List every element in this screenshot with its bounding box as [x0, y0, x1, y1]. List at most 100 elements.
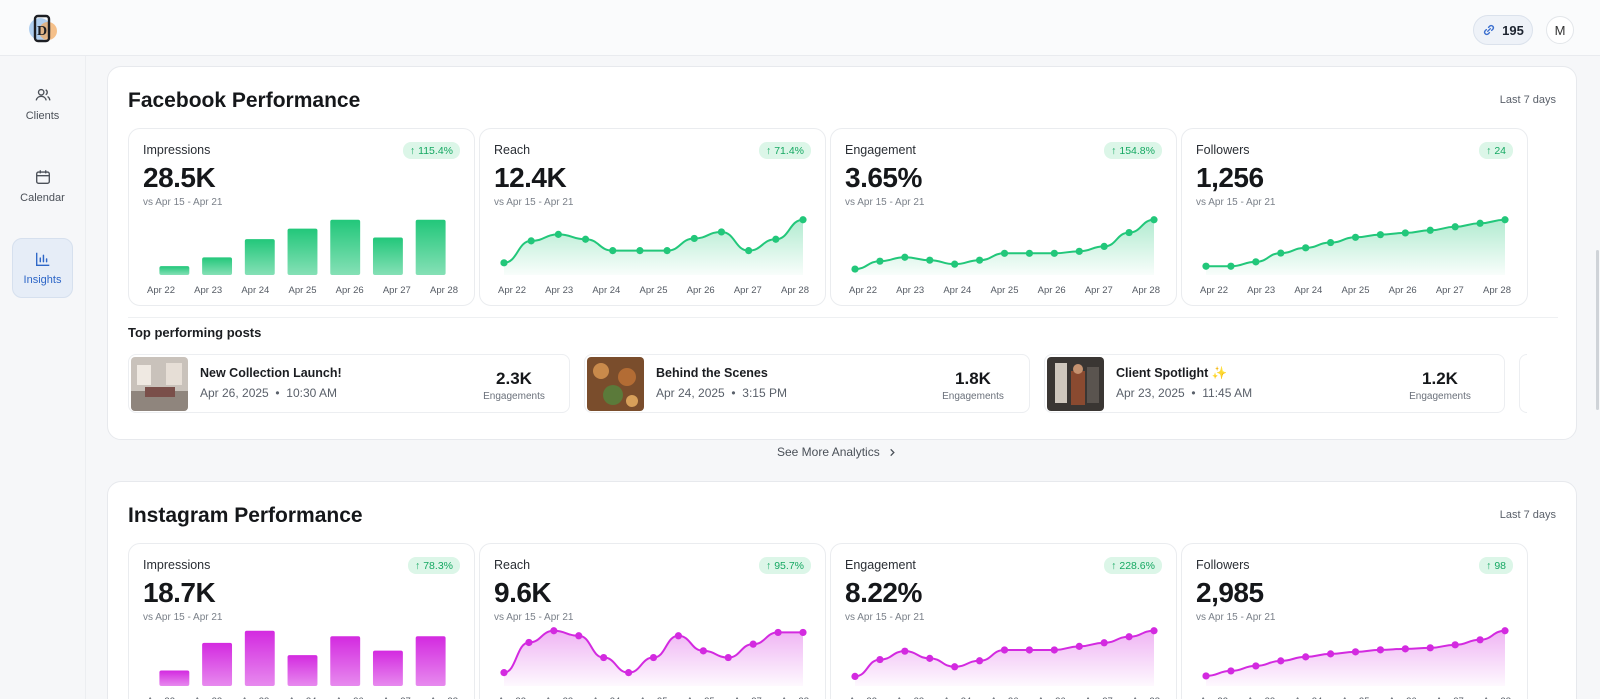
data-point: [1050, 646, 1058, 654]
x-tick-label: Apr 25: [687, 696, 715, 699]
x-tick-label: Apr 23: [241, 696, 269, 699]
area-fill: [855, 630, 1154, 686]
change-badge: ↑ 228.6%: [1104, 557, 1162, 574]
data-point: [901, 253, 909, 261]
card-compare: vs Apr 15 - Apr 21: [1196, 612, 1276, 623]
facebook-followers-card[interactable]: Followers ↑ 24 1,256 vs Apr 15 - Apr 21 A…: [1181, 128, 1528, 306]
card-label: Followers: [1196, 558, 1250, 572]
post-card[interactable]: Behind the Scenes Apr 24, 2025 • 3:15 PM…: [584, 354, 1030, 413]
x-tick-label: Apr 25: [289, 285, 317, 296]
card-compare: vs Apr 15 - Apr 21: [845, 612, 925, 623]
data-point: [926, 256, 934, 264]
data-point: [1351, 233, 1360, 241]
data-point: [1376, 646, 1385, 654]
facebook-engagement-card[interactable]: Engagement ↑ 154.8% 3.65% vs Apr 15 - Apr…: [830, 128, 1177, 306]
x-tick-label: Apr 28: [781, 285, 809, 296]
x-tick-label: Apr 26: [991, 696, 1019, 699]
sidebar-item-clients[interactable]: Clients: [12, 74, 73, 134]
data-point: [772, 235, 780, 243]
x-tick-label: Apr 28: [430, 696, 458, 699]
data-point: [1351, 648, 1360, 656]
instagram-engagement-card[interactable]: Engagement ↑ 228.6% 8.22% vs Apr 15 - Apr…: [830, 543, 1177, 699]
data-point: [851, 672, 859, 680]
x-tick-label: Apr 22: [194, 696, 222, 699]
instagram-reach-card[interactable]: Reach ↑95.7% 9.6K vs Apr 15 - Apr 21 Apr…: [479, 543, 826, 699]
data-point: [1501, 216, 1509, 224]
data-point: [851, 265, 859, 273]
x-tick-label: Apr 27: [1085, 696, 1113, 699]
link-icon: [1484, 24, 1495, 36]
x-tick-label: Apr 23: [194, 285, 222, 296]
x-tick-label: Apr 26: [1038, 285, 1066, 296]
data-point: [951, 663, 959, 671]
data-point: [1075, 642, 1083, 650]
user-avatar[interactable]: M: [1546, 16, 1574, 44]
data-point: [951, 260, 959, 268]
sidebar-item-label: Calendar: [20, 192, 65, 204]
post-engagement-label: Engagements: [942, 391, 1004, 402]
change-badge: ↑ 95.7%: [758, 557, 811, 574]
svg-text:D: D: [37, 24, 47, 39]
data-point: [663, 247, 671, 255]
instagram-impressions-card[interactable]: Impressions ↑ 78.3% 18.7K vs Apr 15 - Apr…: [128, 543, 475, 699]
x-tick-label: Apr 24: [241, 285, 269, 296]
divider: [128, 317, 1558, 318]
data-point: [1125, 633, 1133, 641]
change-badge: ↑ 78.3%: [407, 557, 460, 574]
sidebar-item-insights[interactable]: Insights: [12, 238, 73, 298]
data-point: [575, 632, 583, 640]
see-more-analytics-link[interactable]: See More Analytics: [777, 445, 897, 459]
facebook-reach-card[interactable]: Reach ↑ 71.4% 12.4K vs Apr 15 - Apr 21 Ap…: [479, 128, 826, 306]
data-point: [1277, 249, 1285, 257]
x-tick-label: Apr 23: [545, 696, 573, 699]
instagram-range[interactable]: Last 7 days: [1499, 509, 1556, 521]
change-badge: ↑ 24: [1479, 142, 1513, 159]
data-point: [1401, 645, 1409, 653]
sidebar-item-calendar[interactable]: Calendar: [12, 156, 73, 216]
instagram-followers-card[interactable]: Followers ↑98 2,985 vs Apr 15 - Apr 21 A…: [1181, 543, 1528, 699]
data-point: [1050, 249, 1058, 257]
x-tick-label: Apr 22: [147, 696, 175, 699]
area-fill: [504, 219, 803, 275]
card-label: Engagement: [845, 558, 916, 572]
data-point: [500, 669, 508, 677]
x-tick-label: Apr 25: [1342, 285, 1370, 296]
reach-chart: Apr 22 Apr 23 Apr 24 Apr 25 Apr 25 Apr 27 Apr …: [498, 627, 809, 699]
impressions-chart: Apr 22 Apr 22 Apr 23 Apr 24 Apr 26 Apr 27 Apr …: [147, 630, 458, 699]
x-tick-label: Apr 22: [1200, 696, 1228, 699]
data-point: [1252, 258, 1260, 266]
data-point: [1277, 657, 1285, 665]
card-compare: vs Apr 15 - Apr 21: [1196, 197, 1276, 208]
bar: [330, 219, 361, 275]
card-label: Impressions: [143, 143, 211, 157]
scrollbar-thumb[interactable]: [1596, 250, 1599, 410]
facebook-range[interactable]: Last 7 days: [1499, 94, 1556, 106]
x-tick-label: Apr 22: [849, 285, 877, 296]
bar: [372, 237, 403, 275]
post-engagement-value: 2.3K: [496, 369, 532, 388]
card-label: Engagement: [845, 143, 916, 157]
x-tick-label: Apr 26: [1038, 696, 1066, 699]
change-badge: ↑ 154.8%: [1104, 142, 1162, 159]
data-point: [699, 647, 707, 655]
facebook-impressions-card[interactable]: Impressions ↑ 115.4% 28.5K vs Apr 15 - Ap…: [128, 128, 475, 306]
card-compare: vs Apr 15 - Apr 21: [494, 612, 574, 623]
data-point: [876, 257, 884, 265]
post-card[interactable]: New Collection Launch! Apr 26, 2025 • 10…: [128, 354, 570, 413]
credits-badge[interactable]: 195: [1473, 15, 1533, 45]
card-label: Reach: [494, 143, 531, 157]
app-logo[interactable]: D: [26, 12, 60, 46]
followers-chart: Apr 22 Apr 23 Apr 24 Apr 25 Apr 26 Apr 27 Apr …: [1200, 216, 1511, 296]
bar: [415, 636, 446, 686]
post-title: New Collection Launch!: [200, 366, 342, 380]
data-point: [554, 230, 562, 238]
bar: [287, 655, 318, 686]
data-point: [749, 640, 757, 648]
area-fill: [1206, 219, 1505, 275]
data-point: [1476, 219, 1484, 227]
post-card[interactable]: Client Spotlight ✨ Apr 23, 2025 • 11:45 …: [1044, 354, 1505, 413]
data-point: [1150, 216, 1158, 224]
data-point: [1476, 636, 1484, 644]
change-value: 228.6%: [1119, 559, 1155, 572]
data-point: [799, 628, 807, 637]
